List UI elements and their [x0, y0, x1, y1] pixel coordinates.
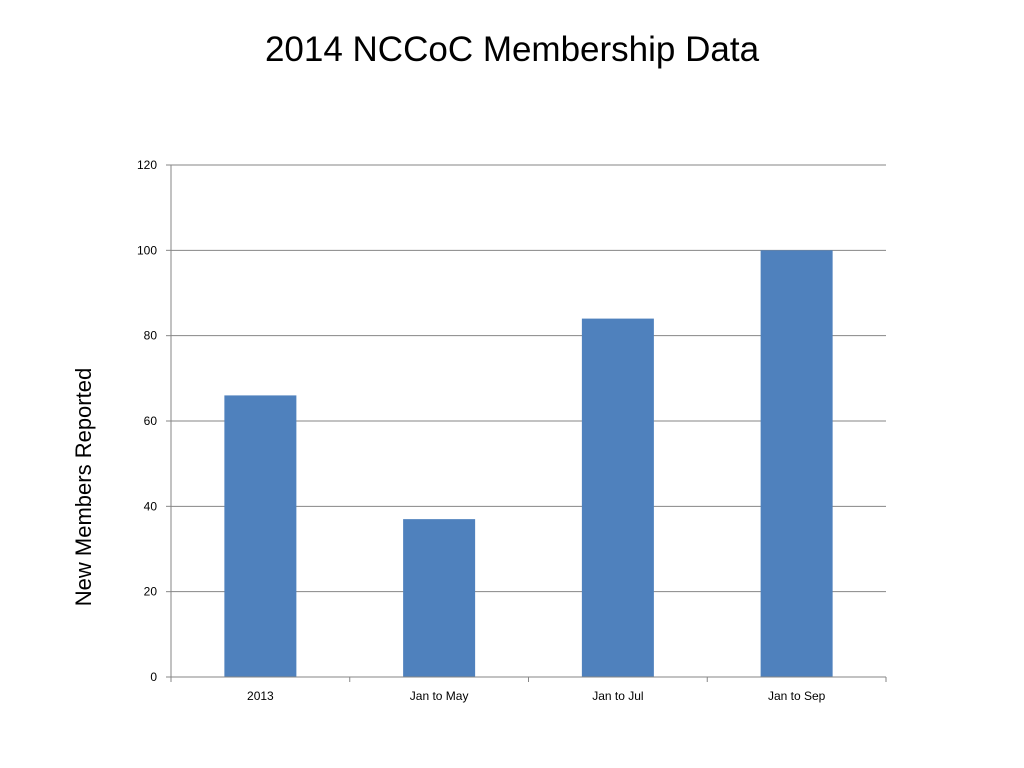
y-tick-label: 60: [144, 414, 158, 428]
chart-title: 2014 NCCoC Membership Data: [264, 30, 760, 69]
bar: [581, 318, 654, 677]
y-tick-labels: 0 20 40 60 80 100 120: [137, 158, 157, 684]
y-tick-label: 20: [144, 585, 158, 599]
y-axis-title: New Members Reported: [71, 368, 96, 606]
x-tick-label: Jan to May: [410, 689, 469, 703]
bar: [403, 519, 476, 677]
x-tick-label: Jan to Sep: [768, 689, 826, 703]
bars: [224, 250, 833, 678]
y-tick-label: 120: [137, 158, 157, 172]
x-tick-label: 2013: [247, 689, 274, 703]
x-tick-labels: 2013 Jan to May Jan to Jul Jan to Sep: [247, 689, 826, 703]
x-tick-label: Jan to Jul: [592, 689, 643, 703]
y-tick-label: 0: [150, 670, 157, 684]
bar: [760, 250, 833, 678]
bar: [224, 395, 297, 677]
y-tick-label: 100: [137, 243, 157, 257]
y-tick-label: 40: [144, 499, 158, 513]
axes: [170, 165, 886, 678]
y-tick-label: 80: [144, 329, 158, 343]
